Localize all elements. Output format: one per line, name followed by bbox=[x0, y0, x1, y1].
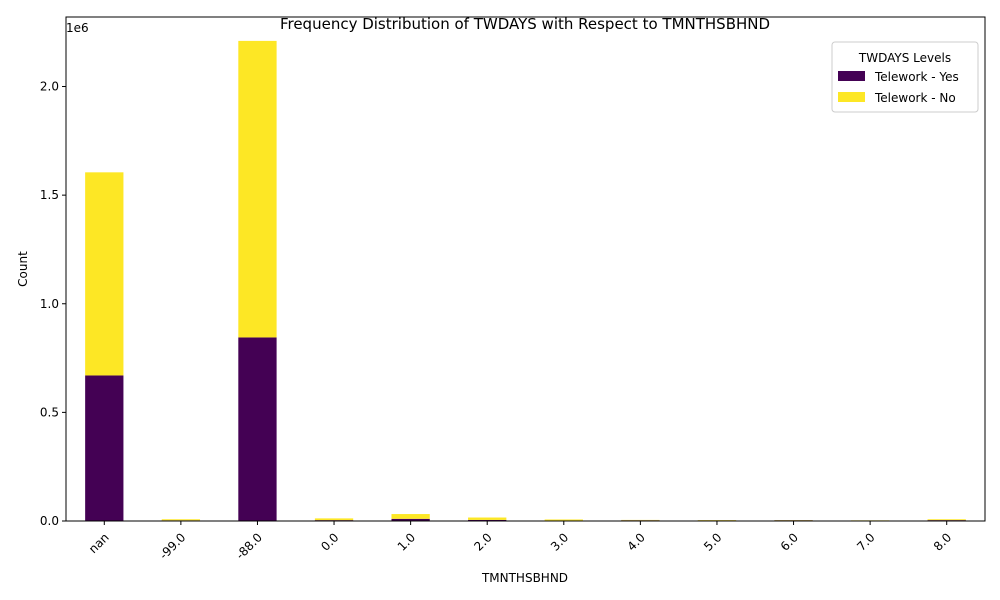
x-tick-label-6: 3.0 bbox=[548, 530, 571, 553]
x-axis: nan -99.0 -88.0 0.0 1.0 2.0 3.0 4.0 5.0 6.0 7.0 8.0 bbox=[86, 521, 954, 562]
x-tick-label-0: nan bbox=[86, 530, 112, 556]
legend-label-yes: Telework - Yes bbox=[874, 70, 959, 84]
bar-no-6 bbox=[544, 519, 583, 521]
y-tick-label-3: 1.5 bbox=[40, 188, 59, 202]
plot-frame bbox=[65, 16, 986, 522]
legend-swatch-no bbox=[838, 92, 865, 102]
bar-yes-4 bbox=[391, 518, 430, 521]
legend-swatch-yes bbox=[838, 71, 865, 81]
bar-no-11 bbox=[927, 519, 966, 521]
legend-title: TWDAYS Levels bbox=[858, 51, 951, 65]
bar-yes-2 bbox=[238, 337, 277, 521]
bar-no-1 bbox=[161, 519, 201, 521]
bar-no-2 bbox=[238, 40, 277, 338]
legend-label-no: Telework - No bbox=[874, 91, 956, 105]
legend: TWDAYS Levels Telework - Yes Telework - … bbox=[831, 41, 979, 113]
x-tick-label-1: -99.0 bbox=[157, 530, 189, 562]
x-tick-label-3: 0.0 bbox=[318, 530, 341, 553]
bar-no-0 bbox=[85, 172, 124, 376]
bar-no-4 bbox=[391, 514, 430, 519]
x-tick-label-10: 7.0 bbox=[854, 530, 877, 553]
y-tick-label-0: 0.0 bbox=[40, 514, 59, 528]
y-tick-label-1: 0.5 bbox=[40, 405, 59, 419]
bar-no-3 bbox=[314, 518, 354, 521]
x-tick-label-9: 6.0 bbox=[778, 530, 801, 553]
y-axis: 0.0 0.5 1.0 1.5 2.0 bbox=[40, 80, 66, 528]
x-tick-label-5: 2.0 bbox=[471, 530, 494, 553]
bar-no-5 bbox=[468, 517, 507, 520]
x-tick-label-7: 4.0 bbox=[625, 530, 648, 553]
y-tick-label-4: 2.0 bbox=[40, 80, 59, 94]
x-tick-label-8: 5.0 bbox=[701, 530, 724, 553]
bars-layer bbox=[85, 40, 966, 521]
bar-yes-5 bbox=[468, 519, 507, 521]
x-tick-label-4: 1.0 bbox=[395, 530, 418, 553]
x-tick-label-11: 8.0 bbox=[931, 530, 954, 553]
y-axis-offset-text: 1e6 bbox=[66, 21, 89, 35]
y-tick-label-2: 1.0 bbox=[40, 297, 59, 311]
x-axis-label: TMNTHSBHND bbox=[481, 571, 568, 585]
legend-box bbox=[831, 41, 979, 113]
y-axis-label: Count bbox=[16, 251, 30, 287]
chart-title: Frequency Distribution of TWDAYS with Re… bbox=[280, 15, 770, 33]
bar-yes-0 bbox=[85, 375, 124, 521]
x-tick-label-2: -88.0 bbox=[233, 530, 265, 562]
